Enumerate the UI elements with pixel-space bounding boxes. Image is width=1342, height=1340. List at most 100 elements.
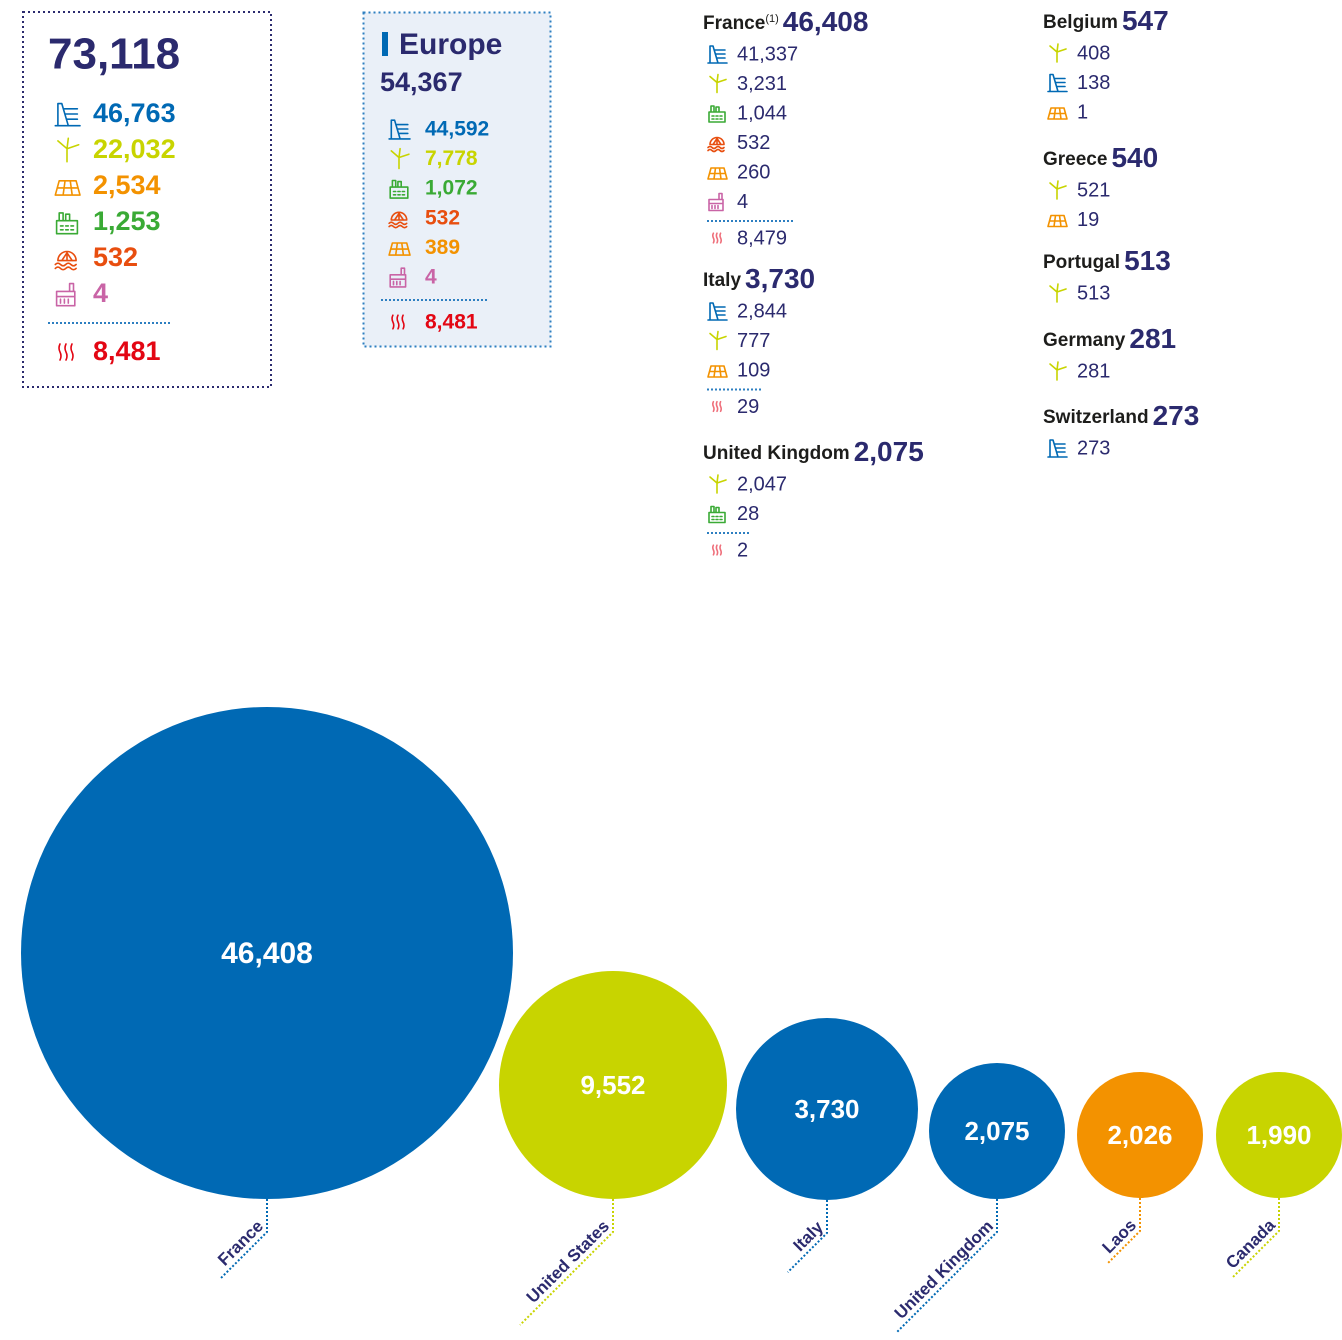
bubble [499,971,727,1199]
country-total: 513 [1124,245,1171,276]
bubble [1216,1072,1342,1198]
country-value: 408 [1077,42,1110,64]
country-total: 3,730 [745,263,815,294]
country-name: United Kingdom [703,443,850,464]
country-value: 4 [737,191,748,213]
bubble [736,1018,918,1200]
icon-heat [712,232,722,244]
country-name: Belgium [1043,12,1118,33]
connector [1106,1198,1141,1265]
icon-heat [712,400,722,413]
value: 532 [93,242,138,272]
heat-value: 8,481 [425,311,478,334]
country-header: Germany 281 [1043,323,1176,354]
icon-bio [708,105,726,123]
country-value: 138 [1077,72,1110,94]
icon-solar [1047,107,1068,120]
country-value: 532 [737,132,770,154]
country-value: 513 [1077,282,1110,304]
country-value: 41,337 [737,43,798,65]
icon-bio [708,505,726,524]
bubble [929,1063,1065,1199]
country-header: Switzerland 273 [1043,400,1199,431]
country-value: 777 [737,330,770,352]
icon-wind [1049,180,1067,200]
country-header: Portugal 513 [1043,245,1171,276]
icon-solar [388,242,411,256]
country-value: 281 [1077,360,1110,382]
icon-wind [57,137,80,163]
value: 1,253 [93,206,161,236]
europe-box [362,11,552,348]
country-value: 1,044 [737,102,787,124]
region-title: Europe [399,28,502,61]
icon-hydro [707,302,728,321]
value: 1,072 [425,177,478,200]
icon-marine [707,136,725,153]
country-header: Belgium 547 [1043,5,1169,36]
value: 22,032 [93,134,176,164]
summary-box [22,11,272,388]
bubble [1077,1072,1203,1198]
icon-bio [389,179,409,199]
category-label: United States [523,1217,613,1307]
country-value: 28 [737,503,759,525]
value: 2,534 [93,170,161,200]
icon-other [389,267,407,288]
country-header: Greece 540 [1043,142,1158,173]
icon-other [708,192,724,212]
connector [896,1199,998,1333]
country-name: Switzerland [1043,407,1149,428]
icon-heat [712,544,722,556]
icon-solar [1047,214,1068,228]
country-name: Portugal [1043,252,1120,273]
icon-hydro [1047,73,1068,93]
icon-wind [709,330,727,351]
country-header: France(1) 46,408 [703,6,868,37]
connector [787,1200,828,1273]
value: 389 [425,236,460,259]
value: 46,763 [93,98,176,128]
country-value: 273 [1077,437,1110,459]
country-name: France [703,13,765,34]
bubble-label: 46,408 [221,937,313,970]
country-value: 521 [1077,179,1110,201]
country-name: Italy [703,270,741,291]
icon-hydro [388,119,411,140]
category-label: Italy [790,1217,828,1255]
icon-solar [707,365,728,378]
icon-heat [58,343,74,361]
bubble [21,707,513,1199]
country-header: United Kingdom 2,075 [703,436,924,467]
connector [1232,1198,1280,1278]
icon-wind [709,474,727,494]
category-label: United Kingdom [891,1217,997,1323]
bubble-label: 9,552 [580,1070,645,1100]
total: 73,118 [48,30,180,79]
icon-hydro [54,102,81,127]
icon-hydro [1047,439,1068,458]
bubble-label: 3,730 [794,1094,859,1124]
icon-marine [388,211,408,229]
connector [220,1199,268,1279]
country-total: 547 [1122,5,1169,36]
bubble-label: 2,026 [1107,1120,1172,1150]
value: 44,592 [425,118,489,141]
bubble-label: 1,990 [1246,1120,1311,1150]
icon-wind [1049,361,1067,381]
value: 4 [425,266,437,289]
heat-value: 8,481 [93,336,161,366]
icon-bio [55,212,79,235]
icon-solar [54,179,81,196]
country-value: 3,231 [737,73,787,95]
country-name: Greece [1043,149,1107,170]
value: 532 [425,206,460,229]
country-name: Germany [1043,330,1126,351]
country-total: 281 [1129,323,1176,354]
region-total: 54,367 [380,67,463,97]
country-note: (1) [765,13,778,25]
country-value: 109 [737,359,770,381]
category-label: France [214,1217,267,1270]
icon-wind [390,147,410,170]
